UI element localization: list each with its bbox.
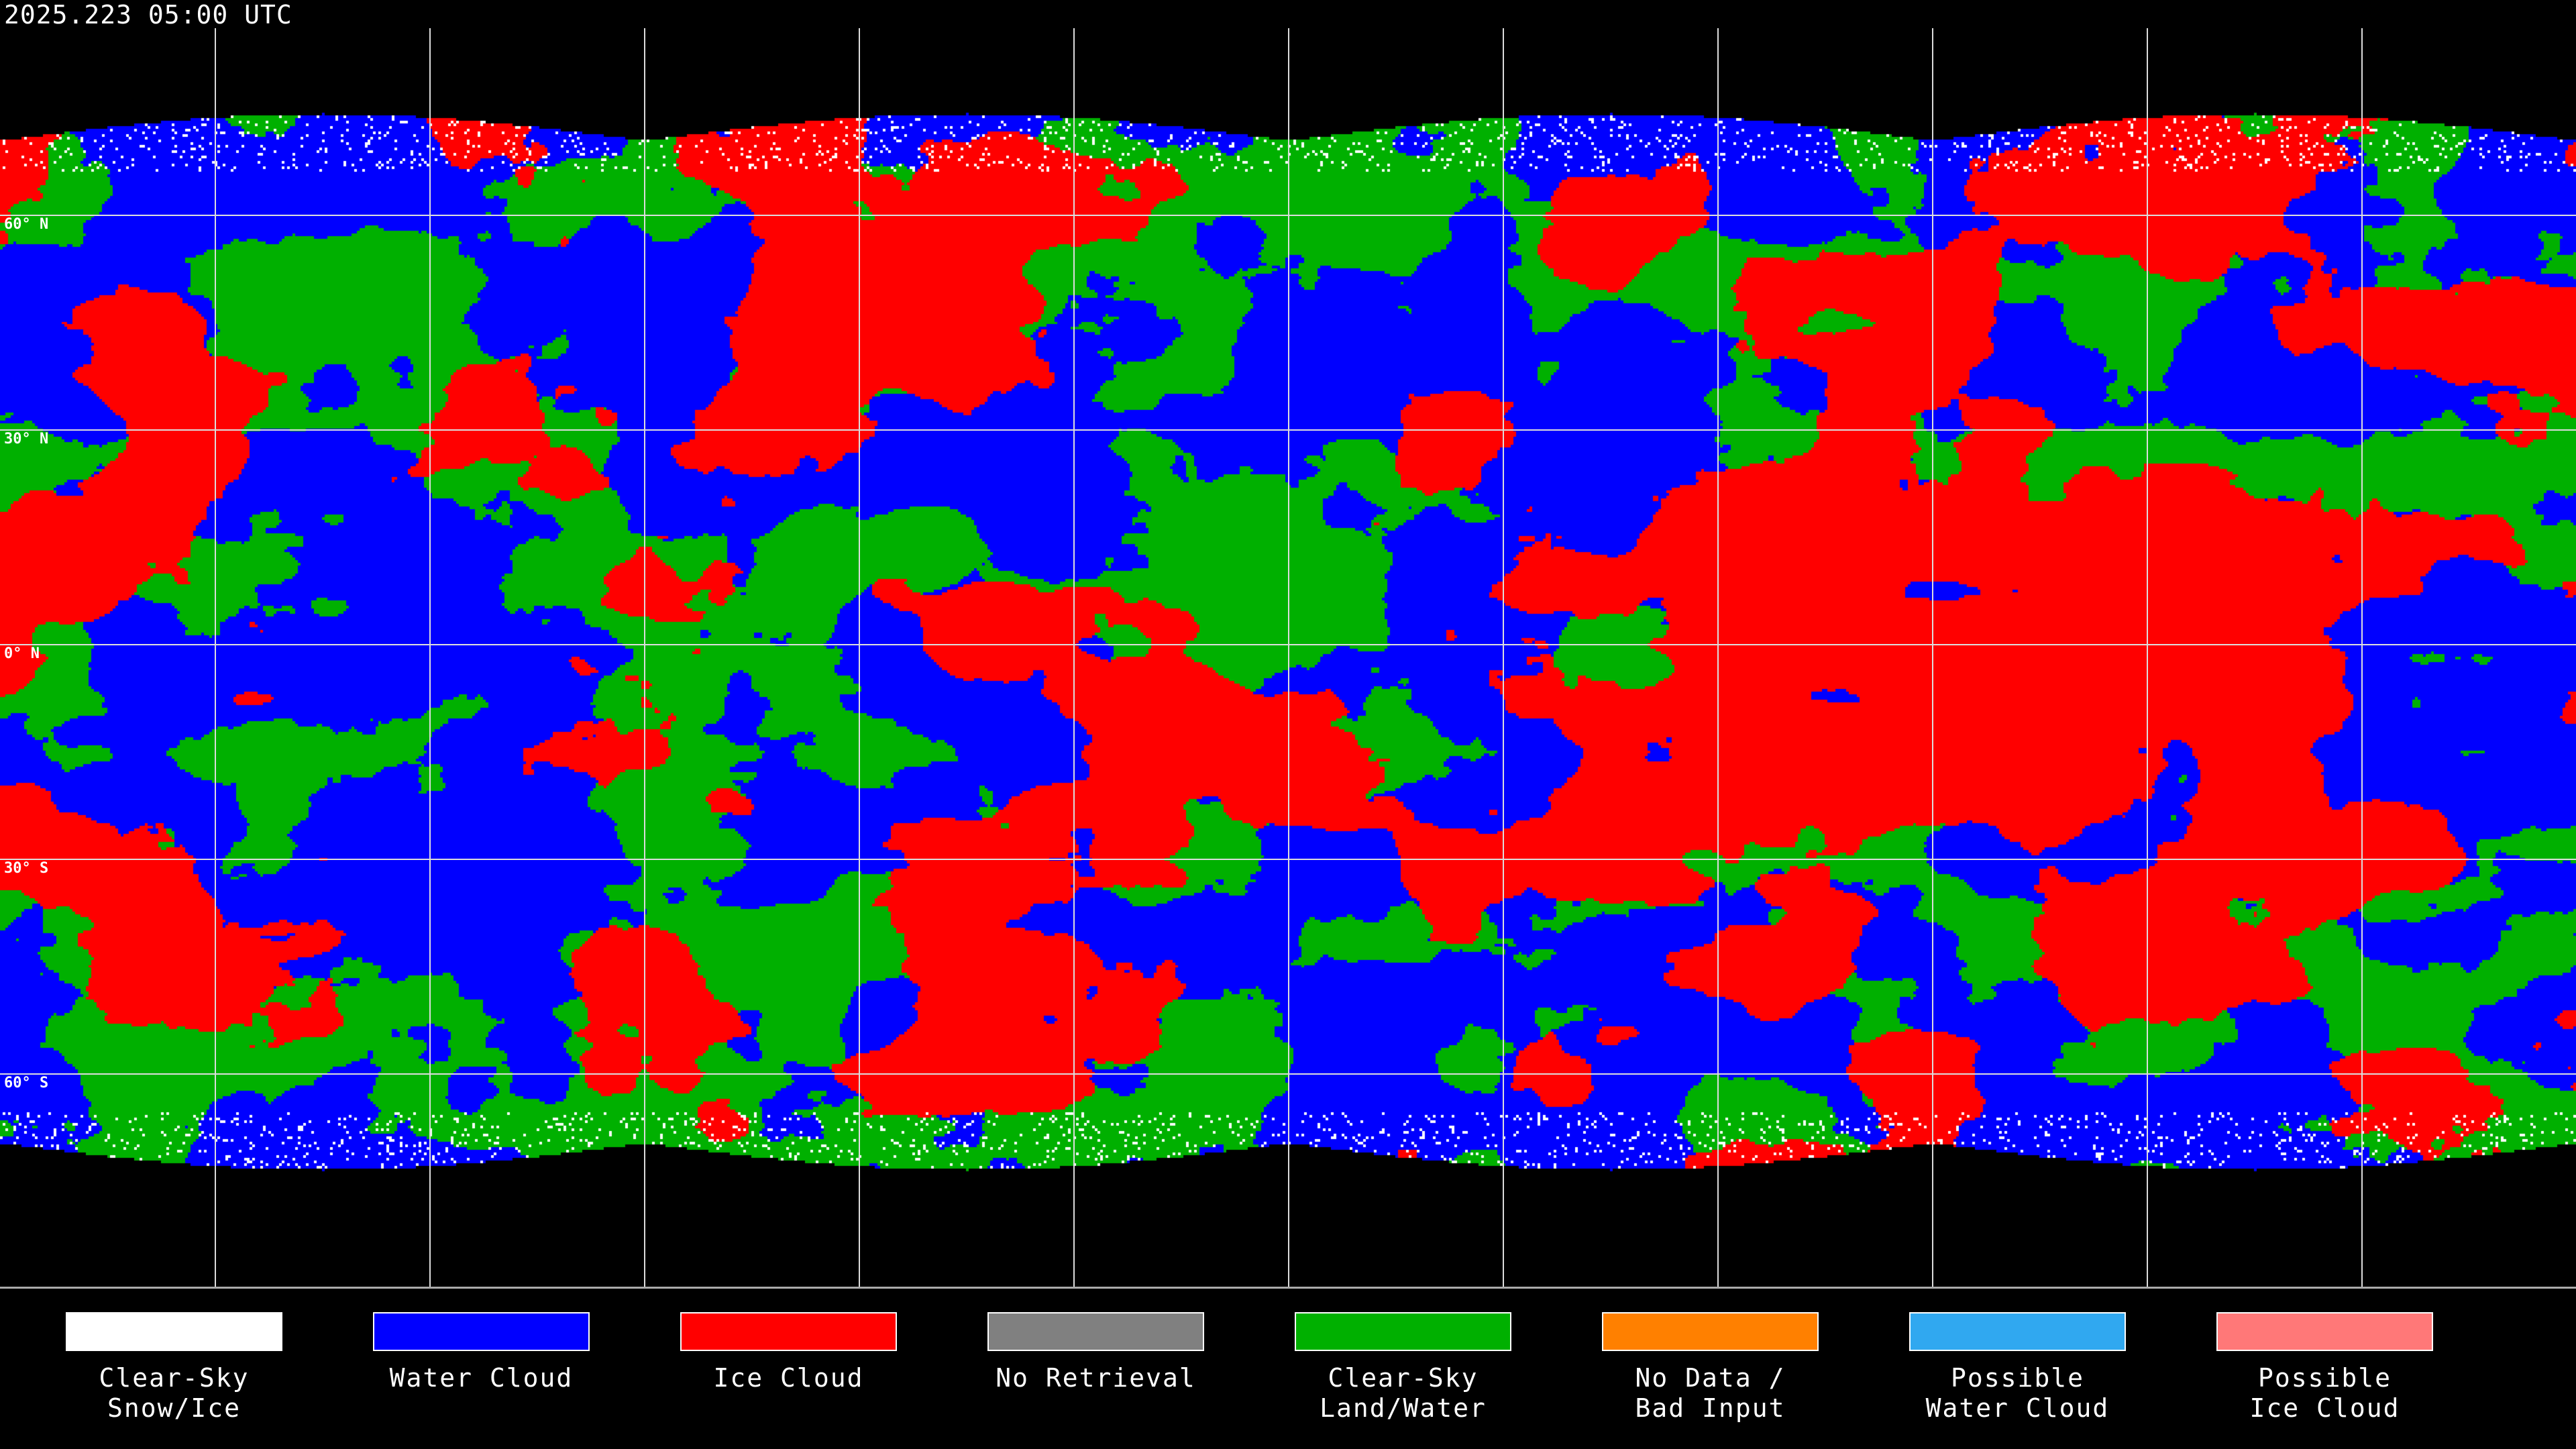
legend-label: Water Cloud	[389, 1363, 574, 1393]
legend-label: Possible Ice Cloud	[2249, 1363, 2400, 1423]
legend-separator	[0, 1287, 2576, 1289]
meridian-line	[1073, 28, 1075, 1287]
meridian-line	[1503, 28, 1504, 1287]
parallel-line	[0, 1073, 2576, 1075]
legend-label: No Data / Bad Input	[1635, 1363, 1786, 1423]
legend-item: Possible Water Cloud	[1909, 1312, 2126, 1424]
meridian-line	[2147, 28, 2148, 1287]
meridian-line	[1717, 28, 1719, 1287]
meridian-line	[1288, 28, 1289, 1287]
lat-label-60s: 60° S	[4, 1075, 49, 1091]
parallel-line	[0, 644, 2576, 645]
legend-swatch	[680, 1312, 897, 1351]
legend-label: Possible Water Cloud	[1925, 1363, 2110, 1423]
legend-item: Possible Ice Cloud	[2216, 1312, 2433, 1424]
legend-swatch	[1909, 1312, 2126, 1351]
legend-item: No Data / Bad Input	[1602, 1312, 1819, 1424]
timestamp-title: 2025.223 05:00 UTC	[4, 0, 292, 30]
meridian-line	[429, 28, 431, 1287]
parallel-line	[0, 859, 2576, 860]
lat-label-30n: 30° N	[4, 431, 49, 447]
meridian-line	[644, 28, 645, 1287]
cloud-phase-map: 60° N 30° N 0° N 30° S 60° S 2025.223 05…	[0, 0, 2576, 1287]
legend-swatch	[1295, 1312, 1511, 1351]
lat-label-0n: 0° N	[4, 645, 40, 662]
legend-label: Clear-Sky Land/Water	[1320, 1363, 1487, 1423]
meridian-line	[2361, 28, 2363, 1287]
parallel-line	[0, 429, 2576, 431]
legend-label: Ice Cloud	[713, 1363, 864, 1393]
lat-label-60n: 60° N	[4, 216, 49, 233]
legend-swatch	[987, 1312, 1204, 1351]
parallel-line	[0, 215, 2576, 216]
meridian-line	[215, 28, 216, 1287]
legend-swatch	[2216, 1312, 2433, 1351]
legend-label: No Retrieval	[996, 1363, 1196, 1393]
legend-swatch	[373, 1312, 590, 1351]
legend-item: No Retrieval	[987, 1312, 1204, 1393]
legend-item: Clear-Sky Snow/Ice	[66, 1312, 282, 1424]
lat-label-30s: 30° S	[4, 860, 49, 877]
legend-label: Clear-Sky Snow/Ice	[99, 1363, 250, 1423]
meridian-line	[859, 28, 860, 1287]
legend-item: Water Cloud	[373, 1312, 590, 1393]
legend-item: Ice Cloud	[680, 1312, 897, 1393]
legend-item: Clear-Sky Land/Water	[1295, 1312, 1511, 1424]
meridian-line	[1932, 28, 1933, 1287]
legend-swatch	[66, 1312, 282, 1351]
legend-swatch	[1602, 1312, 1819, 1351]
